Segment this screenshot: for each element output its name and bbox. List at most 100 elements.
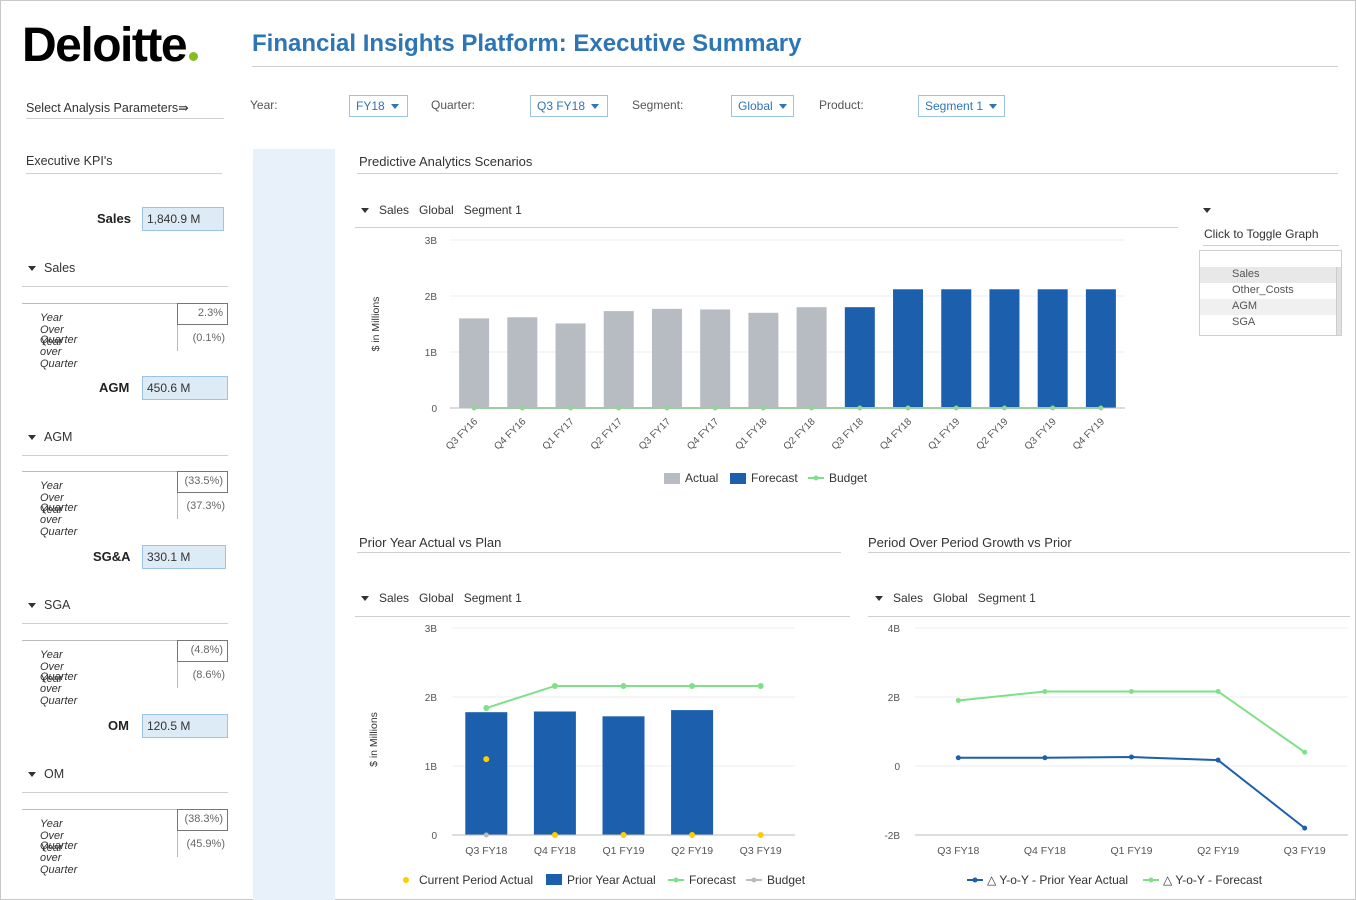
chevron-down-icon [1203, 208, 1211, 213]
toggle-graph-list[interactable]: Sales Other_Costs AGM SGA [1199, 250, 1342, 336]
breadcrumb[interactable]: Sales Global Segment 1 [361, 591, 522, 605]
kpi-group-toggle[interactable]: OM [28, 767, 64, 781]
segment-value: Global [738, 99, 773, 113]
product-value: Segment 1 [925, 99, 984, 113]
x-tick-label: Q3 FY19 [1284, 845, 1326, 857]
x-tick-label: Q3 FY18 [937, 845, 979, 857]
chevron-down-icon [591, 103, 600, 109]
toggle-scrollbar[interactable] [1336, 267, 1341, 335]
x-tick-label: Q2 FY19 [671, 845, 713, 857]
legend-label: Budget [767, 873, 806, 887]
x-tick-label: Q2 FY19 [975, 416, 1011, 452]
chevron-down-icon [361, 207, 369, 213]
chart-title-divider [868, 552, 1350, 553]
x-tick-label: Q2 FY17 [589, 416, 625, 452]
legend-label: Current Period Actual [419, 873, 533, 887]
quarter-dropdown[interactable]: Q3 FY18 [530, 95, 608, 117]
yoy-value: (38.3%) [177, 809, 228, 831]
toggle-option[interactable]: AGM [1200, 299, 1341, 315]
bar-forecast [1085, 289, 1116, 408]
current-actual-point [483, 756, 490, 763]
y-tick-label: 3B [425, 624, 438, 635]
x-tick-label: Q1 FY19 [926, 416, 962, 452]
bar-forecast [941, 289, 972, 408]
kpi-divider [26, 173, 222, 174]
x-tick-label: Q4 FY16 [492, 416, 528, 452]
yoy-forecast-line [958, 690, 1306, 754]
params-divider [26, 118, 224, 119]
kpi-sub-box [22, 303, 178, 351]
bar-actual [651, 308, 682, 408]
bar-forecast [844, 307, 875, 408]
legend-marker-budget [813, 475, 819, 481]
kpi-value: 120.5 M [142, 714, 228, 738]
segment-dropdown[interactable]: Global [731, 95, 794, 117]
group-divider [22, 455, 228, 456]
group-divider [22, 623, 228, 624]
toggle-graph-label: Click to Toggle Graph [1204, 227, 1319, 241]
forecast-point [551, 682, 558, 689]
toggle-option[interactable]: Sales [1200, 267, 1341, 283]
year-dropdown[interactable]: FY18 [349, 95, 408, 117]
x-tick-label: Q3 FY19 [1023, 416, 1059, 452]
yoy-forecast-line-point [1042, 688, 1048, 694]
kpi-sub-box [22, 471, 178, 519]
toggle-caret[interactable] [1203, 208, 1211, 213]
breadcrumb-divider [355, 616, 850, 617]
toggle-divider [1203, 245, 1339, 246]
x-tick-label: Q4 FY17 [685, 416, 721, 452]
product-label: Product: [819, 98, 864, 112]
kpi-group-toggle[interactable]: Sales [28, 261, 75, 275]
bar-prior-year-actual [602, 716, 645, 835]
legend-label: Prior Year Actual [567, 873, 656, 887]
legend-swatch-actual [664, 473, 680, 484]
logo-dot-icon [189, 52, 199, 61]
product-dropdown[interactable]: Segment 1 [918, 95, 1005, 117]
legend-label: Budget [829, 471, 868, 485]
x-tick-label: Q2 FY18 [782, 416, 818, 452]
kpi-heading: Executive KPI's [26, 154, 113, 168]
yoy-label: Year Over Year [40, 818, 64, 854]
x-tick-label: Q2 FY19 [1197, 845, 1239, 857]
legend-label: Forecast [689, 873, 736, 887]
yoy-value: (33.5%) [177, 471, 228, 493]
y-tick-label: 0 [431, 404, 437, 415]
chart-title-predictive: Predictive Analytics Scenarios [359, 154, 533, 169]
chevron-down-icon [28, 434, 36, 440]
chart-title-growth: Period Over Period Growth vs Prior [868, 535, 1072, 550]
legend-label: △ Y-o-Y - Forecast [1163, 873, 1263, 887]
kpi-value: 1,840.9 M [142, 207, 224, 231]
bar-prior-year-actual [671, 710, 714, 835]
bar-actual [555, 323, 586, 408]
chevron-down-icon [778, 103, 787, 109]
bar-actual [507, 317, 538, 408]
current-actual-point [551, 832, 558, 838]
qoq-value: (8.6%) [192, 669, 225, 681]
legend-swatch-forecast [730, 473, 746, 484]
breadcrumb[interactable]: Sales Global Segment 1 [361, 203, 522, 217]
y-axis-label: $ in Millions [370, 297, 382, 352]
quarter-label: Quarter: [431, 98, 476, 112]
x-tick-label: Q4 FY18 [534, 845, 576, 857]
toggle-option[interactable]: SGA [1232, 316, 1256, 328]
breadcrumb[interactable]: Sales Global Segment 1 [875, 591, 1036, 605]
x-tick-label: Q4 FY19 [1071, 416, 1107, 452]
kpi-group-toggle[interactable]: AGM [28, 430, 72, 444]
toggle-option[interactable]: Other_Costs [1232, 284, 1294, 296]
y-tick-label: 0 [894, 762, 900, 773]
chevron-down-icon [361, 595, 369, 601]
bar-prior-year-actual [465, 712, 508, 835]
bar-forecast [989, 289, 1020, 408]
chart-title-prior-year: Prior Year Actual vs Plan [359, 535, 502, 550]
kpi-group-toggle[interactable]: SGA [28, 598, 70, 612]
yoy-value: (4.8%) [177, 640, 228, 662]
chart-title-divider [357, 552, 841, 553]
deloitte-logo: Deloitte [22, 22, 199, 70]
y-tick-label: 2B [425, 693, 438, 704]
yoy-forecast-line-point [955, 697, 961, 703]
predictive-chart: 0 1B 2B 3B $ in Millions Q3 FY16 Q4 FY16 Q1 FY1… [370, 236, 1125, 485]
forecast-point [689, 682, 696, 689]
bar-forecast [1037, 289, 1068, 408]
y-tick-label: 1B [425, 348, 438, 359]
yoy-forecast-line-point [1302, 749, 1308, 755]
